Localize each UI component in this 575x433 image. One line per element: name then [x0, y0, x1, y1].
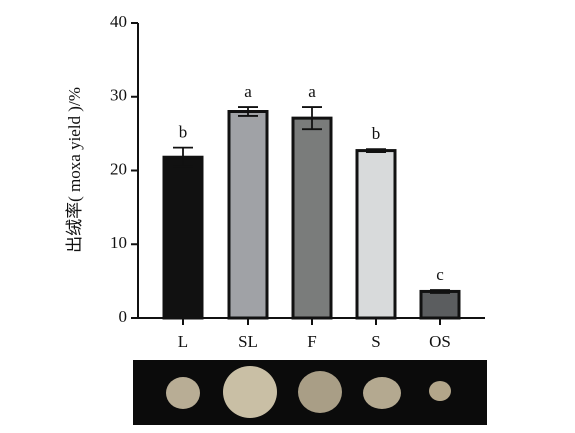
- error-bar: [366, 148, 386, 153]
- x-tick-label: F: [307, 332, 316, 351]
- significance-letter: b: [179, 123, 188, 142]
- y-tick-label: 30: [110, 86, 127, 105]
- y-tick-label: 20: [110, 159, 127, 178]
- bar: [162, 155, 204, 320]
- error-bar: [430, 289, 450, 294]
- significance-letter: a: [308, 82, 316, 101]
- x-tick-label: L: [178, 332, 188, 351]
- significance-letter: a: [244, 82, 252, 101]
- sample: [223, 366, 277, 418]
- sample: [429, 381, 451, 401]
- bar: [291, 116, 333, 320]
- x-tick-label: S: [371, 332, 380, 351]
- error-bar: [302, 106, 322, 131]
- error-bar: [173, 146, 193, 168]
- sample: [363, 377, 401, 409]
- bar: [419, 289, 461, 320]
- x-tick-label: OS: [429, 332, 451, 351]
- significance-letter: b: [372, 124, 381, 143]
- y-tick-label: 0: [119, 307, 128, 326]
- sample: [166, 377, 200, 409]
- x-tick-label: SL: [238, 332, 258, 351]
- y-tick-label: 40: [110, 12, 127, 31]
- bar: [227, 110, 269, 320]
- error-bar: [238, 106, 258, 117]
- y-tick-label: 10: [110, 233, 127, 252]
- y-axis-label: 出绒率( moxa yield )/%: [65, 87, 84, 253]
- significance-letter: c: [436, 265, 444, 284]
- sample-photo: [133, 360, 487, 425]
- bar: [355, 149, 397, 320]
- sample: [298, 371, 342, 413]
